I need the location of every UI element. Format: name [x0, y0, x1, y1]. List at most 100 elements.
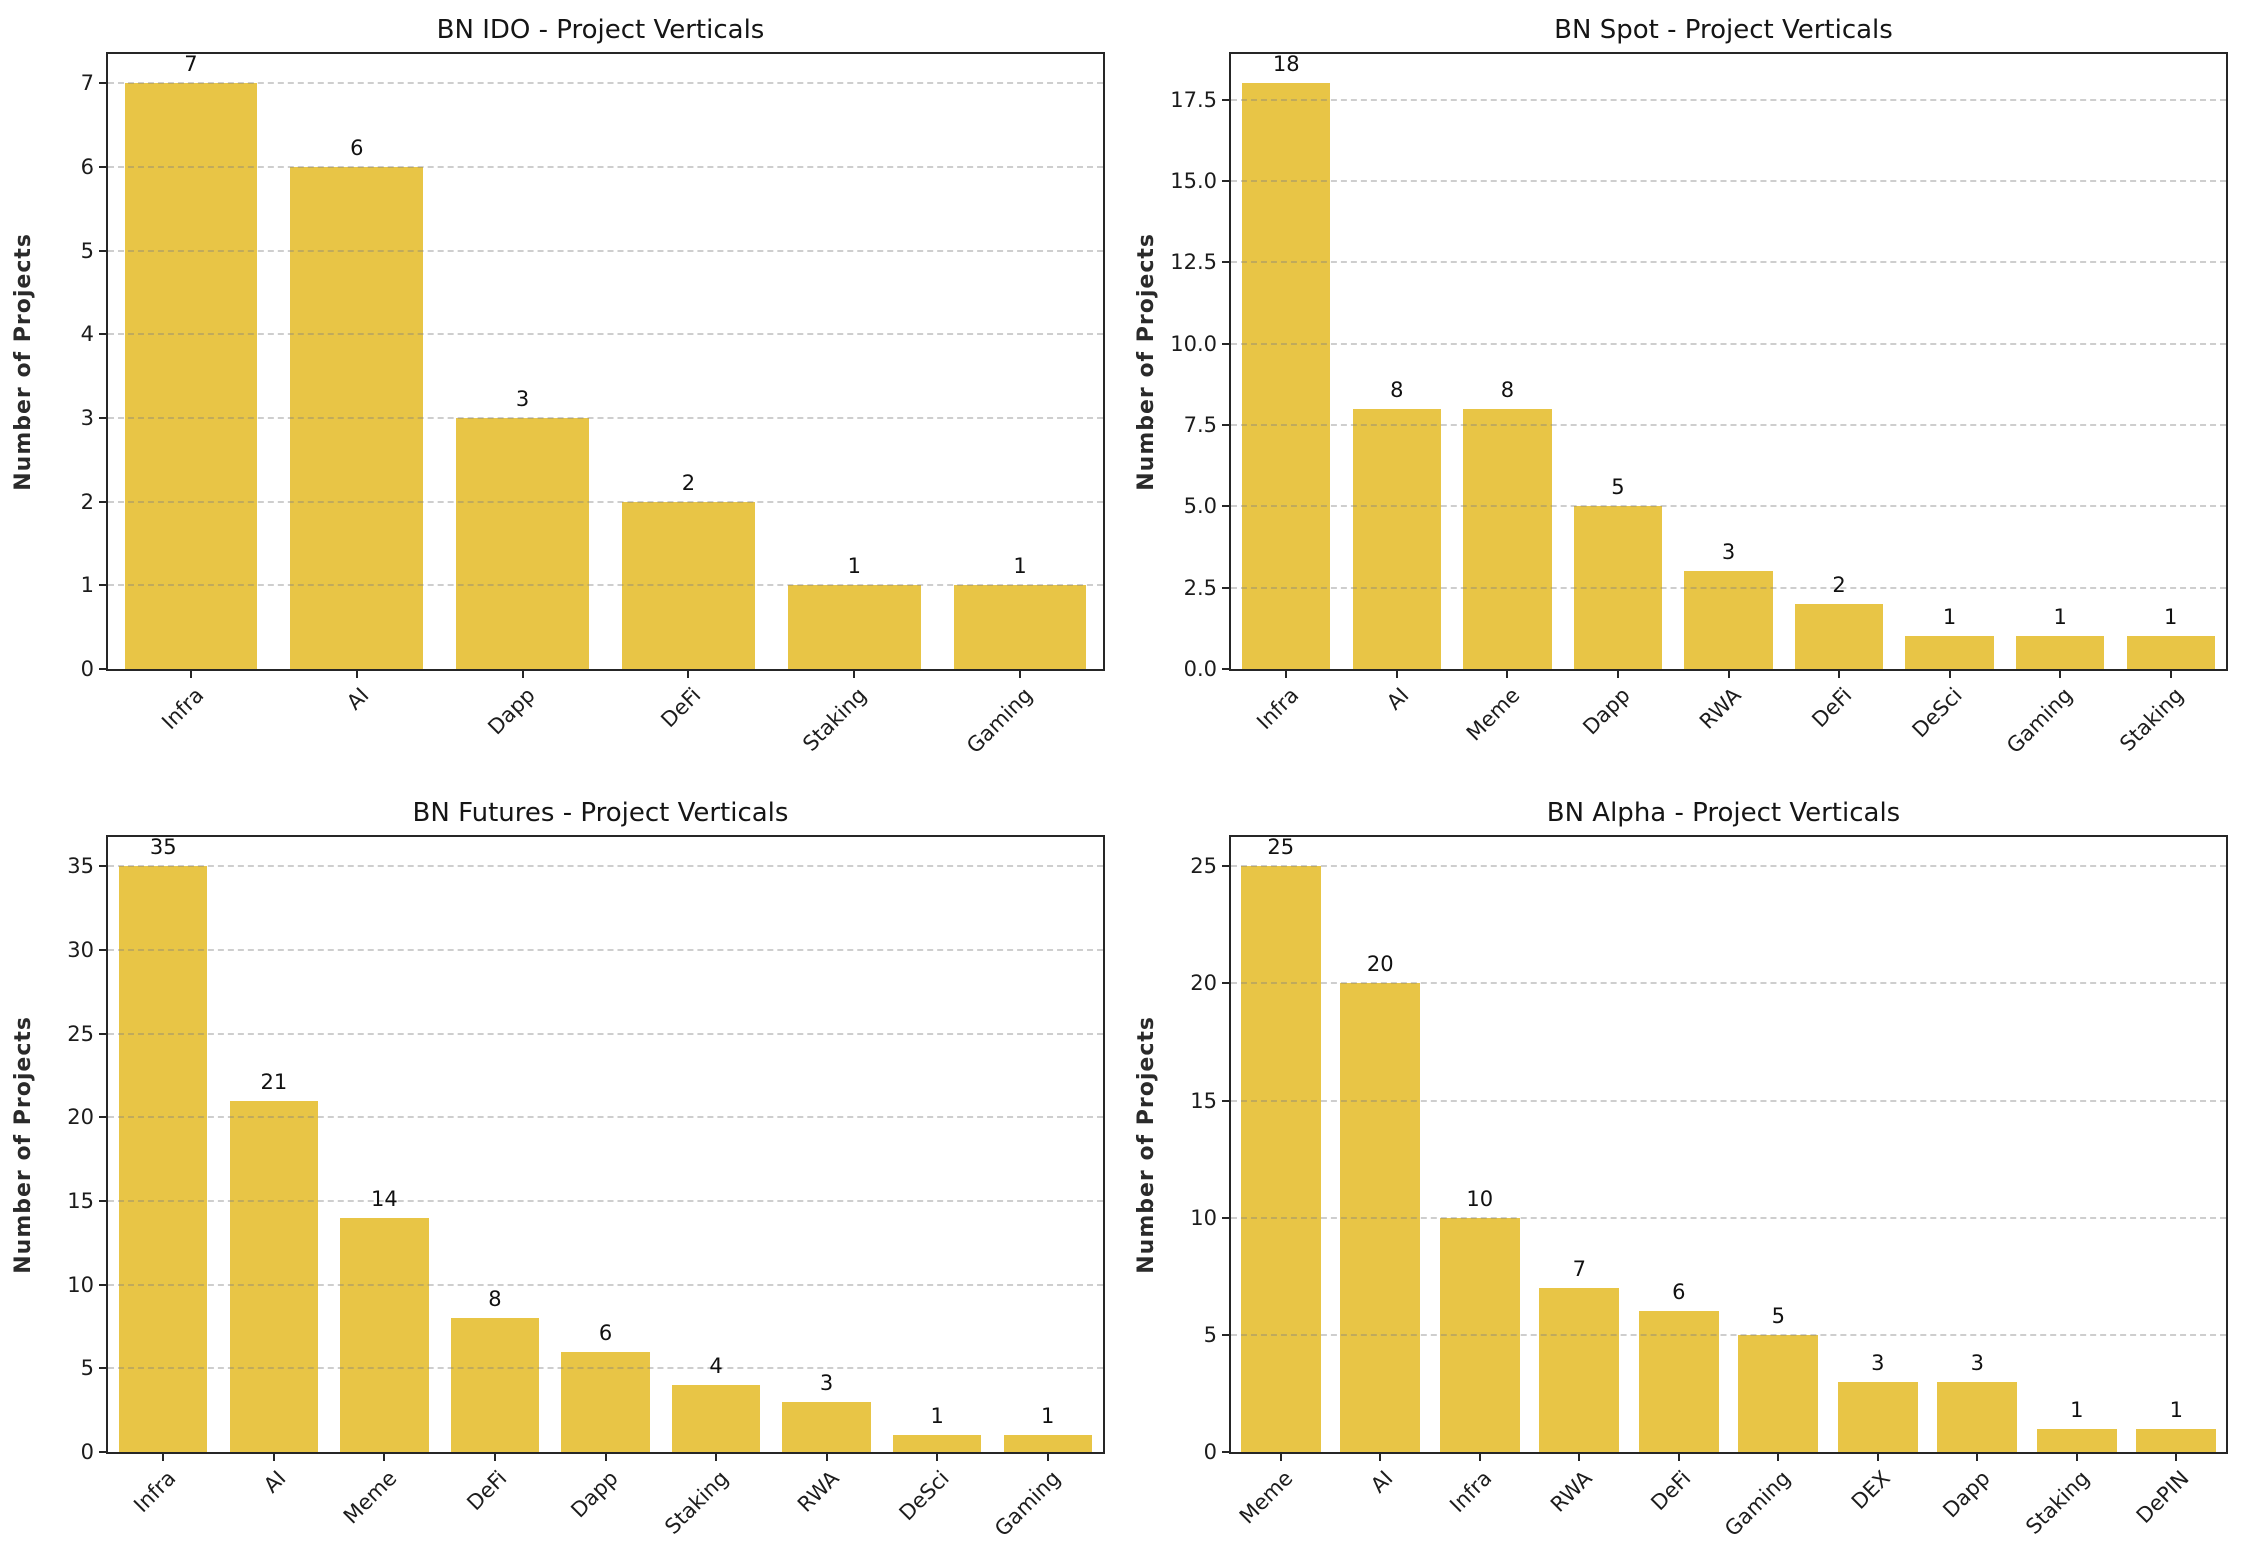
bar: [229, 1100, 319, 1452]
bar-value-label: 1: [1013, 554, 1027, 579]
x-tick-mark: [272, 1452, 275, 1461]
x-tick-label: Meme: [338, 1466, 402, 1529]
gridline: [1231, 586, 2226, 589]
bar: [1003, 1435, 1092, 1452]
plot-row: Number of Projects 18 Infra 8 AI 8 Meme 5 Dapp 3…: [1129, 52, 2236, 783]
bar-value-label: 6: [1672, 1280, 1686, 1305]
y-tick-mark: [99, 1451, 108, 1453]
gridline: [1231, 505, 2226, 508]
x-tick-mark: [2075, 1452, 2078, 1461]
bar: [456, 417, 589, 669]
y-tick-label: 10.0: [1170, 331, 1217, 356]
y-tick-label: 15: [1190, 1088, 1217, 1113]
gridline: [108, 500, 1103, 503]
gridline: [1231, 1099, 2226, 1102]
y-axis-label-column: Number of Projects: [1129, 835, 1163, 1454]
x-tick-mark: [493, 1452, 496, 1461]
x-tick-label: DEX: [1846, 1466, 1895, 1514]
bar: [1937, 1381, 2018, 1452]
x-tick-mark: [1677, 1452, 1680, 1461]
y-tick-label: 15: [67, 1188, 94, 1213]
y-tick-mark: [99, 1367, 108, 1370]
plot-area: 18 Infra 8 AI 8 Meme 5 Dapp 3 RWA 2 DeFi 1 DeSci 1 Gami…: [1170, 52, 2228, 758]
gridline: [108, 1199, 1103, 1202]
bar: [2015, 636, 2105, 669]
bar: [290, 166, 424, 669]
chart-bn-ido: BN IDO - Project Verticals Number of Pro…: [0, 0, 1123, 783]
chart-header: BN Spot - Project Verticals: [1229, 8, 2218, 52]
y-tick-label: 20: [67, 1105, 94, 1130]
y-axis-label: Number of Projects: [10, 232, 36, 491]
gridline: [108, 584, 1103, 587]
y-tick-mark: [99, 1116, 108, 1119]
y-tick-label: 10: [1190, 1205, 1217, 1230]
bar: [782, 1401, 871, 1452]
chart-header: BN IDO - Project Verticals: [106, 8, 1095, 52]
chart-header: BN Alpha - Project Verticals: [1229, 791, 2218, 835]
y-tick-gutter: [40, 835, 106, 1454]
bar: [671, 1385, 761, 1452]
y-tick-mark: [99, 865, 108, 868]
x-tick-label: Infra: [1252, 683, 1304, 735]
bar: [561, 1351, 650, 1452]
chart-bn-futures: BN Futures - Project Verticals Number of…: [0, 783, 1123, 1566]
y-tick-label: 1: [80, 573, 94, 598]
gridline: [108, 82, 1103, 85]
y-tick-label: 5: [1203, 1322, 1217, 1347]
x-tick-label: Infra: [129, 1466, 181, 1518]
bar-value-label: 20: [1366, 952, 1394, 977]
bar: [1340, 983, 1421, 1452]
y-tick-mark: [1222, 98, 1231, 101]
bar: [119, 866, 208, 1452]
gridline: [1231, 1333, 2226, 1336]
x-tick-label: Dapp: [483, 683, 540, 740]
x-tick-mark: [1838, 669, 1841, 678]
gridline: [108, 416, 1103, 419]
x-tick-label: Staking: [798, 683, 872, 756]
x-tick-mark: [2175, 1452, 2178, 1461]
chart-title: BN Alpha - Project Verticals: [1546, 798, 1901, 828]
bar-value-label: 1: [1041, 1404, 1055, 1429]
y-tick-label: 25: [67, 1021, 94, 1046]
bar: [1684, 571, 1773, 669]
y-tick-mark: [1222, 261, 1231, 264]
bar: [892, 1435, 982, 1452]
y-tick-mark: [1222, 342, 1231, 345]
y-tick-label: 0: [80, 657, 94, 681]
chart-bn-spot: BN Spot - Project Verticals Number of Pr…: [1123, 0, 2246, 783]
y-tick-mark: [1222, 668, 1231, 670]
bar-value-label: 1: [2169, 1397, 2183, 1422]
x-tick-label: Gaming: [962, 683, 1038, 759]
y-tick-mark: [99, 500, 108, 503]
x-tick-label: AI: [259, 1466, 291, 1498]
y-tick-mark: [1222, 1451, 1231, 1453]
x-tick-mark: [1578, 1452, 1581, 1461]
x-tick-mark: [604, 1452, 607, 1461]
x-tick-mark: [1948, 669, 1951, 678]
x-tick-label: Infra: [156, 683, 208, 735]
x-tick-label: DeFi: [462, 1466, 512, 1516]
bar: [1573, 506, 1663, 669]
y-axis-label-column: Number of Projects: [6, 835, 40, 1454]
bar: [1352, 408, 1442, 669]
bar-value-label: 18: [1272, 52, 1300, 77]
bar: [622, 501, 755, 669]
x-tick-mark: [189, 669, 192, 678]
bar: [1240, 866, 1321, 1452]
bar: [340, 1217, 429, 1452]
x-tick-mark: [1279, 1452, 1282, 1461]
y-tick-mark: [1222, 179, 1231, 182]
bar: [1242, 83, 1331, 669]
gridline: [108, 1367, 1103, 1370]
chart-title: BN Futures - Project Verticals: [412, 798, 789, 828]
x-tick-label: RWA: [1545, 1466, 1597, 1517]
gridline: [108, 865, 1103, 868]
x-tick-mark: [1019, 669, 1022, 678]
bar-value-label: 14: [371, 1186, 398, 1211]
bar-value-label: 5: [1771, 1303, 1785, 1328]
x-tick-label: Gaming: [989, 1466, 1065, 1542]
x-tick-label: Meme: [1235, 1466, 1298, 1529]
y-tick-label: 5: [80, 1356, 94, 1381]
bar: [1837, 1381, 1918, 1452]
